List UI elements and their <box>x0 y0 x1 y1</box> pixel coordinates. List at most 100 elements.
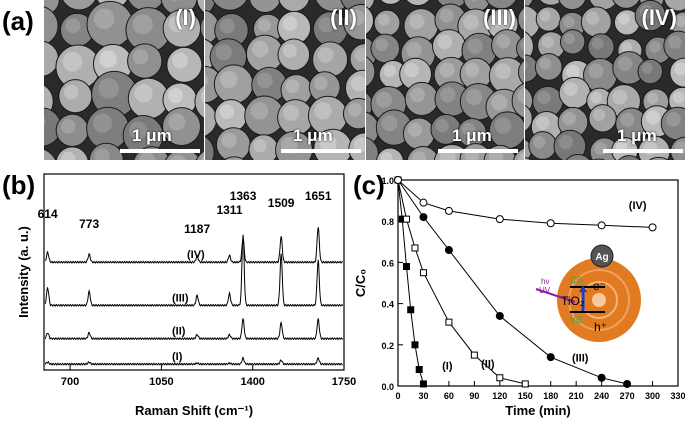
sem-particle-highlight <box>435 118 449 133</box>
sem-particle <box>195 150 204 160</box>
sem-particle <box>366 56 376 88</box>
degradation-data-point <box>411 244 419 252</box>
sem-particle-highlight <box>463 14 479 30</box>
sem-particle <box>44 6 59 46</box>
tio2-label: TiO₂ <box>561 294 585 308</box>
sem-particle <box>525 31 534 62</box>
photocatalysis-inset: Ag CB VB e⁻ h⁺ TiO₂ hν UV <box>535 244 641 342</box>
sem-image-4: (IV) 1 μm <box>525 0 685 160</box>
cb-label: CB <box>570 275 583 285</box>
sem-particle-highlight <box>522 11 524 21</box>
sem-particle-highlight <box>65 18 81 34</box>
raman-peak-label: 1509 <box>268 196 295 210</box>
degradation-series-line <box>397 179 653 228</box>
raman-series-line <box>44 356 343 366</box>
degradation-chart: 0 30 60 90 120 150 180 210 240 270 300 330 0.0 0.2 0.4… <box>353 176 685 418</box>
sem-particle-highlight <box>465 88 483 106</box>
degradation-x-tick-label: 330 <box>670 391 685 401</box>
ag-particle <box>590 244 614 268</box>
sem-particle-highlight <box>464 62 480 78</box>
raman-x-tick-label: 1400 <box>240 376 264 388</box>
sem-particle-highlight <box>494 117 512 134</box>
sem-particle <box>525 157 533 160</box>
sem-particle <box>405 0 430 7</box>
sem-particle <box>205 135 215 160</box>
sem-particle-highlight <box>621 42 633 53</box>
raman-peak-label: 1187 <box>184 222 210 236</box>
sem-particle-highlight <box>63 84 79 100</box>
sem-particle <box>565 154 591 160</box>
sem-particle-highlight <box>318 16 335 33</box>
sem-particle-highlight <box>282 16 298 32</box>
sem-particle <box>517 59 524 85</box>
sem-particle-highlight <box>170 155 186 160</box>
sem-particle-highlight <box>282 43 297 58</box>
sem-particle-highlight <box>99 50 117 68</box>
sem-particle-highlight <box>539 10 551 22</box>
sem-particle <box>525 104 533 132</box>
sem-particle-highlight <box>354 48 365 62</box>
degradation-data-point <box>445 318 453 326</box>
degradation-data-point <box>470 351 478 359</box>
sem-particle-highlight <box>348 9 365 26</box>
scale-text-4: 1 μm <box>617 126 657 145</box>
degradation-y-tick-label: 0.0 <box>381 382 394 392</box>
sem-particle-highlight <box>221 132 237 149</box>
sem-particle-highlight <box>470 0 477 1</box>
degradation-data-point <box>394 176 402 184</box>
raman-x-tick-label: 700 <box>61 376 79 388</box>
degradation-x-tick-label: 30 <box>418 391 428 401</box>
scale-bar-4 <box>603 149 683 153</box>
degradation-axes-ticks: 0 30 60 90 120 150 180 210 240 270 300 330 0.0 0.2 0.4… <box>381 176 685 401</box>
sem-particle-highlight <box>562 111 576 126</box>
sem-particle-highlight <box>491 13 506 28</box>
sem-particle-highlight <box>253 139 267 153</box>
raman-peak-label: 1651 <box>305 189 332 203</box>
scale-bar-1 <box>120 149 200 153</box>
sem-particle <box>617 155 641 160</box>
sem-particle <box>223 156 246 160</box>
scale-text-2: 1 μm <box>293 126 333 145</box>
degradation-x-tick-label: 60 <box>444 391 454 401</box>
sem-particle-highlight <box>313 76 328 91</box>
sem-particle-highlight <box>383 64 397 78</box>
sem-particle-highlight <box>532 135 546 149</box>
sem-particle-highlight <box>257 18 271 32</box>
sem-particle-highlight <box>570 159 578 160</box>
sem-particle-highlight <box>617 56 633 72</box>
sem-particle-highlight <box>200 90 204 104</box>
sem-particle-highlight <box>648 40 661 53</box>
sem-particle-highlight <box>409 13 425 30</box>
degradation-data-point <box>648 223 657 232</box>
degradation-series-label: (I) <box>442 361 453 373</box>
sem-particle-highlight <box>257 72 273 89</box>
degradation-data-point <box>495 311 504 320</box>
sem-particle-highlight <box>251 40 269 58</box>
degradation-data-point <box>546 219 555 228</box>
sem-particle-highlight <box>539 57 552 70</box>
sem-particle-highlight <box>440 87 456 103</box>
sem-particle-highlight <box>563 81 578 96</box>
degradation-data-point <box>444 246 453 255</box>
raman-series-line <box>44 318 344 341</box>
sem-particle-highlight <box>525 13 527 23</box>
sem-image-3: (III) 1 μm <box>366 0 524 160</box>
degradation-series-line <box>397 179 526 385</box>
degradation-x-tick-label: 240 <box>594 391 609 401</box>
vb-label: VB <box>570 315 582 325</box>
light-arrow <box>535 288 576 303</box>
sem-particle-highlight <box>215 44 232 61</box>
sem-particle <box>517 7 524 32</box>
degradation-x-tick-label: 180 <box>543 391 558 401</box>
degradation-x-label: Time (min) <box>505 403 571 418</box>
sem-particle-highlight <box>641 62 653 74</box>
sem-particle <box>592 158 606 160</box>
sem-particle-highlight <box>375 38 389 52</box>
sem-particle <box>44 148 57 160</box>
sem-particle-highlight <box>666 112 681 127</box>
sem-particle <box>612 0 640 9</box>
degradation-series-label: (IV) <box>629 200 647 212</box>
sem-particle-highlight <box>541 35 555 49</box>
